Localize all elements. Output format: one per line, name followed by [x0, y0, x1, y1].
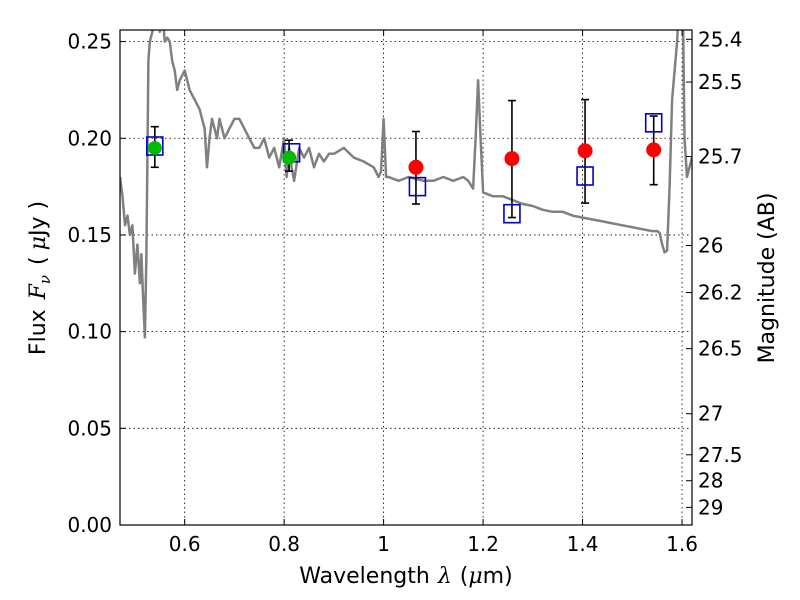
data-markers	[146, 113, 663, 224]
magnitude-tick-label: 26.5	[698, 337, 743, 361]
plot-area	[120, 30, 692, 339]
x-tick-label: 0.6	[169, 532, 201, 556]
y-axis-label-unit-mu: μ	[26, 236, 51, 250]
model-photometry-square	[503, 203, 521, 224]
x-axis-label-unit-rest: m)	[483, 564, 513, 589]
model-photometry-square	[146, 136, 164, 156]
y-tick-label: 0.00	[67, 513, 112, 537]
observed-nir-point	[408, 159, 424, 175]
x-axis-label-text: Wavelength	[299, 564, 430, 589]
y-tick-label: 0.05	[67, 416, 112, 440]
magnitude-axis-label: Magnitude (AB)	[755, 193, 780, 364]
model-photometry-square	[644, 113, 663, 133]
error-bars	[150, 98, 658, 219]
plot-frame	[119, 29, 693, 526]
magnitude-tick-label: 27.5	[698, 443, 743, 467]
y-tick-label: 0.15	[67, 223, 112, 247]
x-tick-label: 0.8	[268, 532, 300, 556]
y-tick-label: 0.10	[67, 320, 112, 344]
magnitude-tick-label: 26.2	[698, 281, 743, 305]
model-spectrum-line	[120, 30, 692, 339]
model-photometry-square	[576, 166, 594, 186]
observed-optical-point	[147, 140, 162, 155]
y-axis-label: Flux Fν ( μJy )	[26, 201, 54, 355]
x-axis-label: Wavelength λ (μm)	[299, 564, 512, 589]
magnitude-tick-label: 26	[698, 234, 723, 258]
y-axis-label-symbol: F	[26, 283, 51, 300]
observed-optical-point	[282, 150, 297, 165]
y-tick-label: 0.25	[67, 30, 112, 54]
magnitude-tick-label: 27	[698, 402, 723, 426]
x-axis-label-unit-mu: μ	[468, 564, 482, 589]
x-axis-ticks: 0.6 0.8 1 1.2 1.4 1.6	[169, 30, 698, 556]
magnitude-tick-label: 25.4	[698, 27, 743, 51]
magnitude-tick-label: 25.7	[698, 145, 743, 169]
y-axis-label-text: Flux	[26, 309, 51, 355]
y-axis-label-unit-rest: Jy )	[26, 201, 51, 238]
y-tick-label: 0.20	[67, 126, 112, 150]
x-axis-label-symbol: λ	[437, 564, 452, 589]
grid-lines	[120, 30, 692, 526]
magnitude-tick-label: 28	[698, 469, 723, 493]
x-tick-label: 1.4	[567, 532, 599, 556]
model-photometry-square	[408, 176, 427, 197]
observed-nir-point	[577, 143, 593, 159]
x-tick-label: 1	[377, 532, 390, 556]
y-axis-label-unit-open: (	[26, 256, 51, 265]
x-tick-label: 1.6	[666, 532, 698, 556]
observed-nir-point	[504, 151, 520, 167]
observed-nir-point	[646, 142, 662, 158]
x-axis-label-unit-open: (	[460, 564, 469, 589]
y-axis-ticks: 0.00 0.05 0.10 0.15 0.20 0.25	[67, 30, 126, 537]
x-tick-label: 1.2	[467, 532, 499, 556]
magnitude-tick-label: 29	[698, 495, 723, 519]
magnitude-tick-label: 25.5	[698, 70, 743, 94]
y-axis-label-subscript: ν	[36, 275, 54, 284]
